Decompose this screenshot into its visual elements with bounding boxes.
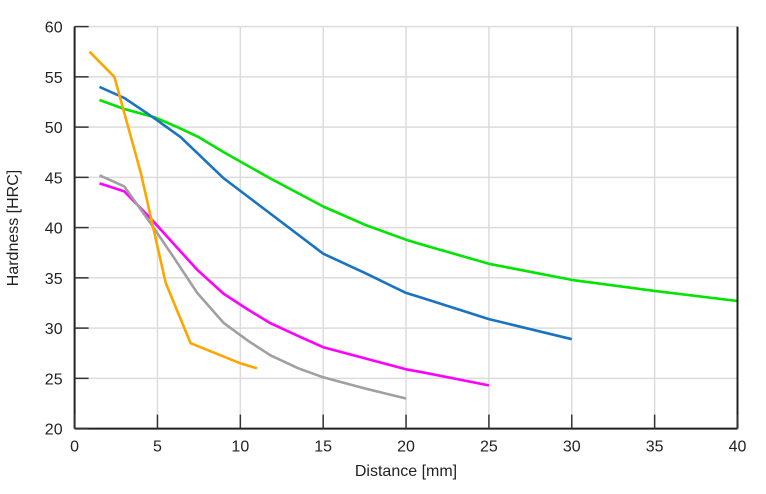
x-axis-label: Distance [mm]: [355, 463, 457, 480]
y-tick-label: 60: [45, 20, 63, 37]
series-line-0: [99, 98, 738, 303]
y-tick-label: 30: [45, 321, 63, 338]
y-tick-label: 50: [45, 120, 63, 137]
y-tick-label: 25: [45, 371, 63, 388]
x-tick-label: 40: [729, 439, 747, 456]
series-line-4: [88, 50, 258, 370]
x-tick-label: 35: [646, 439, 664, 456]
y-tick-label: 20: [45, 422, 63, 439]
x-tick-label: 10: [231, 439, 249, 456]
y-tick-label: 35: [45, 271, 63, 288]
y-tick-label: 40: [45, 221, 63, 238]
x-tick-label: 0: [70, 439, 79, 456]
series-line-3: [98, 174, 407, 400]
ticks: 0 5 10 15 20 25 30 35 40 20 25 30 35 40 45 50 55 60: [45, 20, 747, 456]
x-tick-label: 25: [480, 439, 498, 456]
y-tick-label: 45: [45, 170, 63, 187]
x-tick-label: 20: [397, 439, 415, 456]
x-tick-label: 30: [563, 439, 581, 456]
series-group: [88, 50, 738, 400]
series-line-1: [98, 85, 573, 341]
x-tick-label: 5: [153, 439, 162, 456]
y-axis-label: Hardness [HRC]: [5, 170, 22, 286]
x-tick-label: 15: [314, 439, 332, 456]
y-tick-label: 55: [45, 70, 63, 87]
